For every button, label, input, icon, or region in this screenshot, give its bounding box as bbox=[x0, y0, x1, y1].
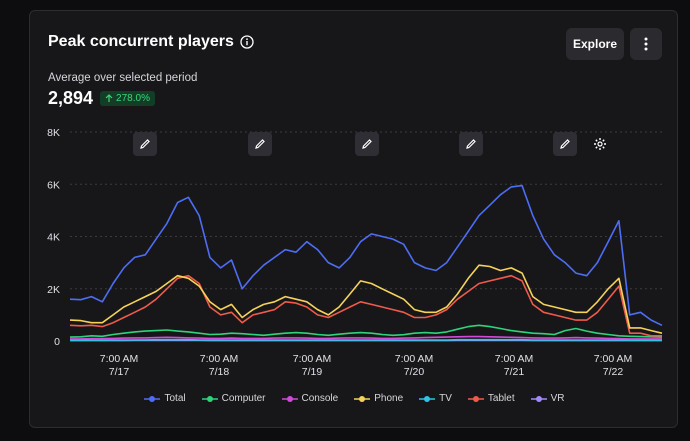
more-options-button[interactable] bbox=[630, 28, 662, 60]
pencil-icon bbox=[140, 139, 150, 149]
y-tick-label: 4K bbox=[47, 232, 60, 244]
legend-label: Console bbox=[301, 393, 339, 404]
legend-item-tv[interactable]: TV bbox=[419, 393, 452, 404]
chart-legend: Total Computer Console Phone TV Tablet VR bbox=[30, 393, 677, 404]
vertical-dots-icon bbox=[644, 37, 648, 51]
edit-annotation-button-5[interactable] bbox=[553, 132, 577, 156]
x-tick-time-label: 7:00 AM bbox=[395, 353, 434, 365]
legend-swatch bbox=[201, 395, 218, 402]
average-value: 2,894 bbox=[48, 88, 94, 108]
legend-swatch bbox=[354, 395, 371, 402]
series-line-tv[interactable] bbox=[70, 338, 662, 342]
x-tick-date-label: 7/22 bbox=[603, 366, 624, 378]
x-tick-date-label: 7/20 bbox=[404, 366, 425, 378]
change-value: 278.0% bbox=[116, 93, 150, 104]
gear-icon bbox=[594, 138, 606, 150]
legend-label: Tablet bbox=[487, 393, 515, 404]
legend-item-phone[interactable]: Phone bbox=[354, 393, 403, 404]
x-tick-date-label: 7/17 bbox=[109, 366, 130, 378]
pencil-icon bbox=[255, 139, 265, 149]
edit-annotation-button-4[interactable] bbox=[459, 132, 483, 156]
x-tick-date-label: 7/19 bbox=[302, 366, 323, 378]
legend-item-total[interactable]: Total bbox=[144, 393, 186, 404]
x-tick-time-label: 7:00 AM bbox=[293, 353, 332, 365]
legend-label: TV bbox=[439, 393, 452, 404]
legend-item-console[interactable]: Console bbox=[281, 393, 339, 404]
pencil-icon bbox=[560, 139, 570, 149]
card-title: Peak concurrent players bbox=[48, 33, 234, 50]
x-tick-time-label: 7:00 AM bbox=[100, 353, 139, 365]
edit-annotation-button-3[interactable] bbox=[355, 132, 379, 156]
x-tick-time-label: 7:00 AM bbox=[495, 353, 534, 365]
legend-label: Total bbox=[164, 393, 186, 404]
legend-item-tablet[interactable]: Tablet bbox=[467, 393, 515, 404]
summary-value-row: 2,894 278.0% bbox=[48, 88, 155, 109]
y-tick-label: 8K bbox=[47, 127, 60, 139]
legend-swatch bbox=[281, 395, 298, 402]
pencil-icon bbox=[362, 139, 372, 149]
legend-label: Phone bbox=[374, 393, 404, 404]
chart-settings-button[interactable] bbox=[588, 132, 612, 156]
card-subtitle: Average over selected period bbox=[48, 72, 198, 84]
x-tick-time-label: 7:00 AM bbox=[594, 353, 633, 365]
legend-swatch bbox=[530, 395, 547, 402]
explore-button[interactable]: Explore bbox=[566, 28, 624, 60]
legend-swatch bbox=[144, 395, 161, 402]
legend-item-computer[interactable]: Computer bbox=[201, 393, 266, 404]
legend-swatch bbox=[467, 395, 484, 402]
change-badge: 278.0% bbox=[100, 91, 155, 106]
peak-concurrent-players-card: Peak concurrent players Explore Average … bbox=[29, 10, 678, 428]
legend-label: Computer bbox=[221, 393, 266, 404]
series-line-tablet[interactable] bbox=[69, 274, 662, 337]
series-line-computer[interactable] bbox=[69, 324, 663, 338]
legend-item-vr[interactable]: VR bbox=[530, 393, 565, 404]
x-tick-time-label: 7:00 AM bbox=[200, 353, 239, 365]
x-tick-date-label: 7/18 bbox=[209, 366, 230, 378]
legend-swatch bbox=[419, 395, 436, 402]
x-tick-date-label: 7/21 bbox=[504, 366, 525, 378]
series-line-console[interactable] bbox=[70, 335, 662, 340]
y-tick-label: 0 bbox=[54, 336, 60, 348]
info-icon[interactable] bbox=[240, 35, 254, 49]
edit-annotation-button-2[interactable] bbox=[248, 132, 272, 156]
legend-label: VR bbox=[550, 393, 565, 404]
y-tick-label: 2K bbox=[47, 284, 60, 296]
card-header: Peak concurrent players bbox=[48, 33, 254, 51]
series-line-phone[interactable] bbox=[69, 264, 663, 334]
arrow-up-icon bbox=[105, 94, 113, 102]
pencil-icon bbox=[466, 139, 476, 149]
y-tick-label: 6K bbox=[47, 179, 60, 191]
series-line-total[interactable] bbox=[69, 184, 663, 327]
edit-annotation-button-1[interactable] bbox=[133, 132, 157, 156]
